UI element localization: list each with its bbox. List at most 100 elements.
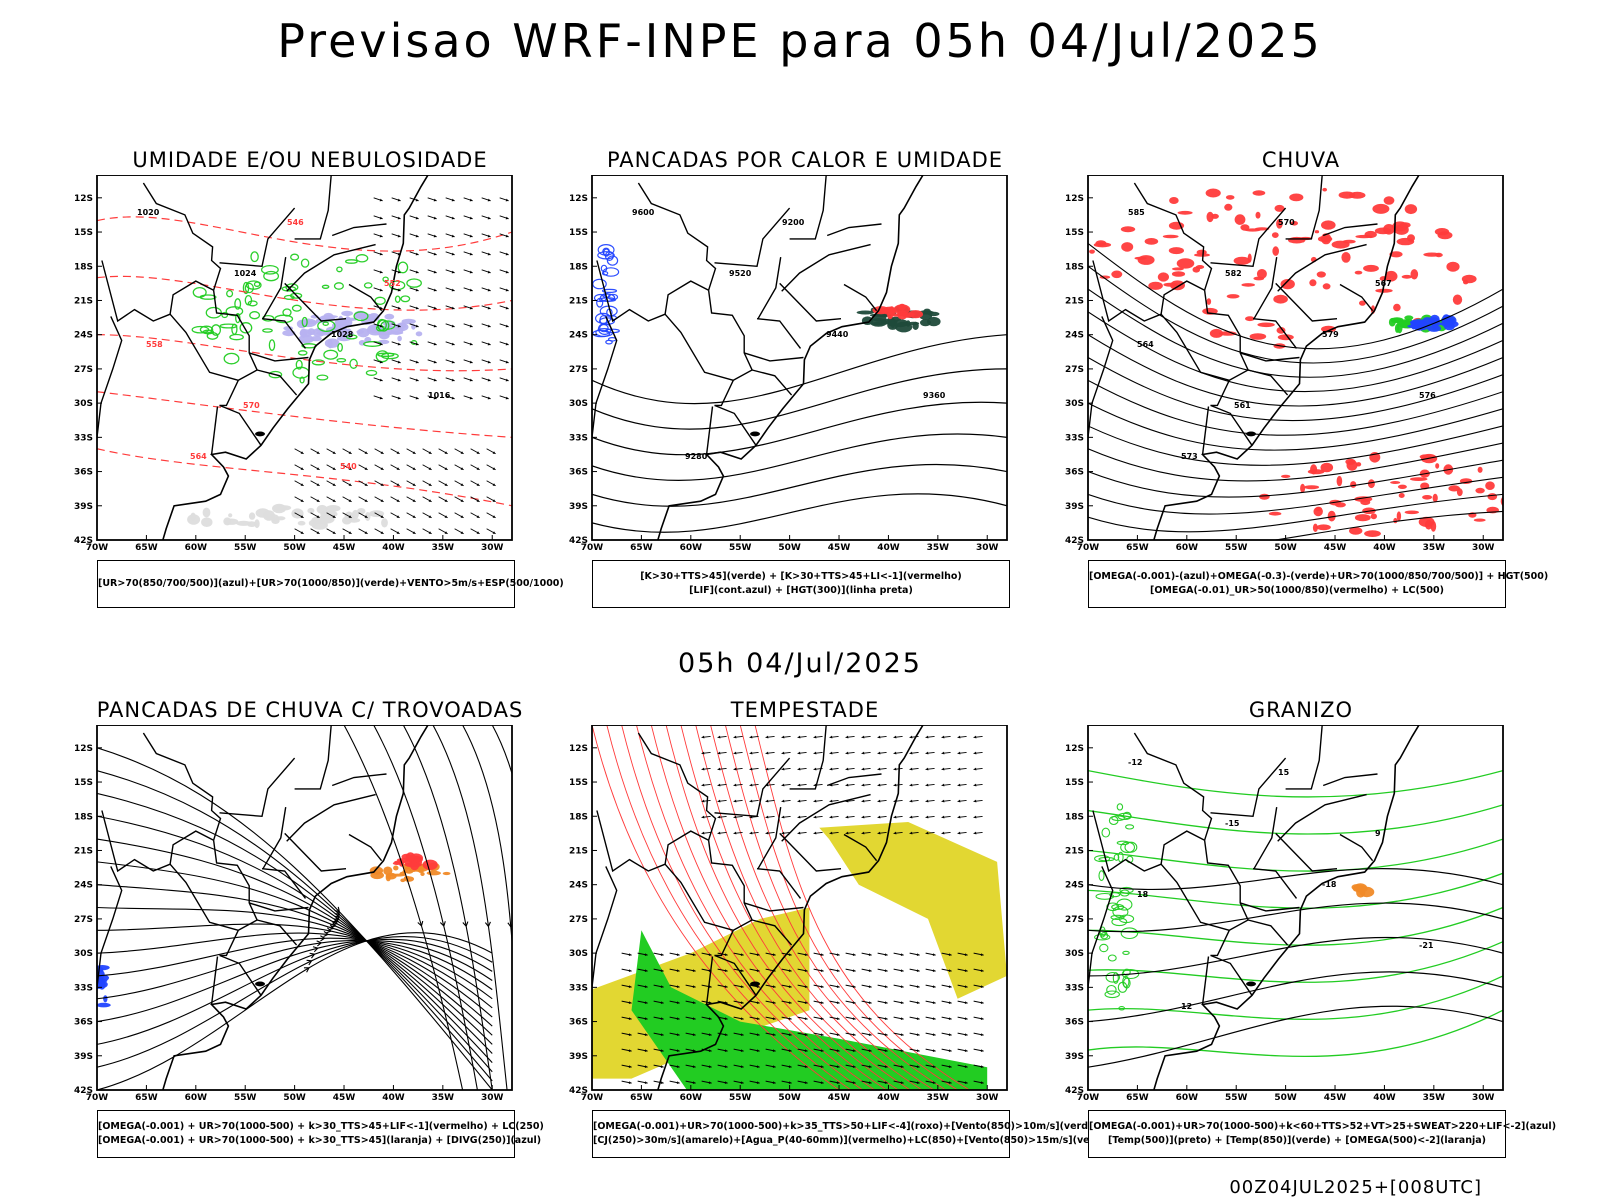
wind-vector-head [836, 1033, 840, 1037]
wind-vector-head [781, 783, 785, 787]
shaded-area [202, 507, 211, 518]
shaded-area [1118, 914, 1135, 924]
wind-vector-head [460, 531, 464, 534]
wind-vector-head [740, 1017, 744, 1021]
wind-vector-head [756, 1081, 760, 1085]
wind-vector-head [957, 783, 961, 787]
shaded-area [1304, 485, 1320, 490]
lon-label: 50W [1274, 1093, 1297, 1103]
lat-label: 30S [569, 399, 588, 409]
plot-frame [591, 175, 1008, 541]
shaded-area [1094, 933, 1111, 941]
shaded-area [1118, 1006, 1126, 1011]
political-border [1247, 919, 1289, 946]
shaded-area [363, 282, 373, 289]
shaded-area [1397, 320, 1409, 327]
contour-label: 567 [1375, 279, 1392, 288]
shaded-area [336, 266, 343, 273]
contour-label: 9280 [685, 452, 708, 461]
wind-vector-head [676, 985, 680, 989]
panel-tempestade: TEMPESTADE 12S 15S 18S 21S 24S 27S 30S 33S 36S 39… [565, 698, 1110, 1168]
lat-label: 15S [1065, 228, 1084, 238]
political-border [284, 282, 347, 322]
wind-vector-head [676, 1081, 680, 1085]
lat-label: 33S [569, 433, 588, 443]
shaded-area [385, 872, 397, 880]
wind-vector-head [852, 1033, 856, 1037]
lon-label: 50W [778, 543, 801, 553]
shaded-area [604, 250, 614, 261]
wind-vector-head [861, 751, 865, 755]
lat-label: 36S [1065, 468, 1084, 478]
shaded-area [245, 280, 262, 290]
shaded-area [906, 320, 911, 327]
wind-vector-head [964, 1001, 968, 1005]
streamline-arrow [326, 927, 332, 934]
wind-vector-head [487, 288, 491, 292]
wind-vector-head [433, 234, 437, 238]
map-content [97, 725, 512, 1090]
wind-vector-head [364, 531, 368, 534]
lon-label: 35W [1423, 543, 1446, 553]
panel-title: PANCADAS DE CHUVA C/ TROVOADAS [96, 698, 524, 722]
wind-vector-head [433, 270, 437, 274]
wind-vector-head [925, 831, 929, 835]
lon-label: 60W [1176, 1093, 1199, 1103]
wind-vector-head [788, 1033, 792, 1037]
political-border [348, 283, 383, 312]
wind-vector-head [412, 515, 416, 518]
wind-vector-head [397, 342, 401, 346]
lon-label: 55W [1225, 1093, 1248, 1103]
wind-vector-head [692, 1033, 696, 1037]
shaded-area [374, 296, 386, 305]
panel-umidade: UMIDADE E/OU NEBULOSIDADE 1020 1024 1028 10… [70, 148, 564, 618]
shaded-area [1170, 280, 1185, 291]
shaded-area [375, 350, 390, 363]
political-border [592, 866, 618, 995]
wind-vector-head [300, 515, 304, 518]
shaded-area [1463, 279, 1469, 285]
political-border [705, 956, 714, 1005]
wind-vector-head [852, 1049, 856, 1053]
shaded-area [363, 341, 382, 347]
lat-label: 12S [74, 194, 93, 204]
wind-vector-head [932, 1033, 936, 1037]
wind-vector-head [428, 499, 432, 502]
contour-label: 570 [243, 401, 260, 410]
political-border [1210, 207, 1287, 268]
contour-line [592, 433, 1007, 481]
wind-vector-head [861, 799, 865, 803]
wind-vector-head [492, 467, 496, 470]
shaded-area [1404, 510, 1419, 515]
political-border [97, 316, 123, 445]
shaded-area [1487, 493, 1498, 501]
wind-vector-head [788, 1081, 792, 1085]
shaded-area [239, 322, 253, 334]
shaded-area [1401, 274, 1413, 279]
lagoon [255, 981, 266, 987]
shaded-area [1137, 255, 1155, 265]
wind-vector-head [980, 985, 984, 989]
wind-vector-head [364, 467, 368, 470]
wind-vector-head [948, 1049, 952, 1053]
streamline-arrow [323, 930, 329, 938]
political-border [101, 810, 214, 873]
wind-vector-head [781, 831, 785, 835]
wind-vector-head [733, 815, 737, 819]
panel-title: UMIDADE E/OU NEBULOSIDADE [132, 148, 488, 172]
lat-label: 27S [74, 365, 93, 375]
lat-label: 15S [74, 778, 93, 788]
shaded-area [1316, 271, 1326, 278]
streamline-arrow [306, 959, 313, 966]
wind-vector-head [836, 1049, 840, 1053]
wind-vector-head [957, 799, 961, 803]
lat-label: 18S [1065, 812, 1084, 822]
lat-label: 36S [569, 468, 588, 478]
wind-vector-head [909, 767, 913, 771]
panel-pancadas-calor: PANCADAS POR CALOR E UMIDADE 9600 9520 944… [565, 148, 1045, 618]
shaded-area [903, 314, 914, 318]
shaded-area [1121, 242, 1134, 252]
shaded-area [226, 289, 234, 298]
shaded-area [202, 329, 215, 335]
shaded-area [1370, 513, 1377, 520]
